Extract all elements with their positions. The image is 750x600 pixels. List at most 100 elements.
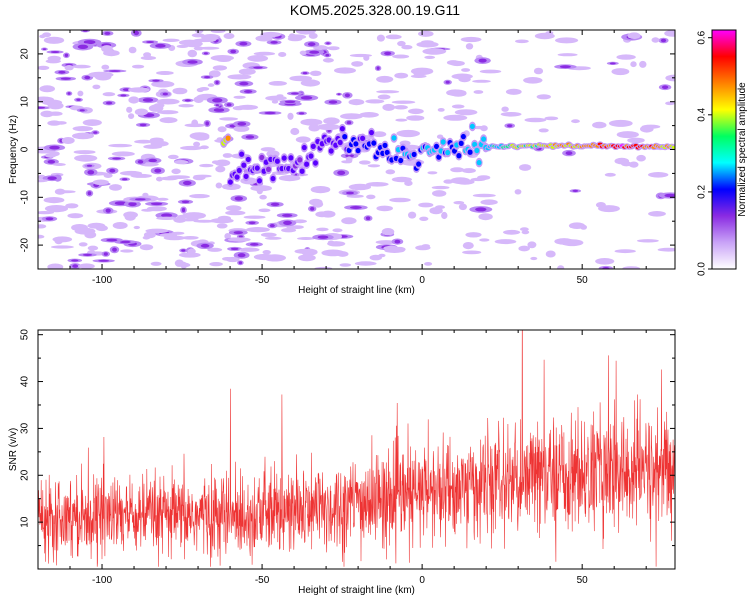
ridge-point [299, 168, 305, 174]
noise-blob [109, 184, 122, 191]
noise-blob [627, 32, 641, 39]
noise-blob [311, 200, 323, 204]
noise-core [237, 122, 247, 126]
noise-blob [396, 129, 421, 138]
ridge-point [313, 160, 318, 166]
noise-blob [383, 245, 400, 251]
noise-core [155, 43, 166, 48]
noise-blob [545, 250, 556, 258]
noise-blob [369, 254, 382, 261]
noise-blob [120, 249, 134, 253]
noise-core [302, 72, 308, 75]
x-tick-label: 50 [577, 275, 589, 286]
noise-blob [228, 237, 251, 242]
noise-core [328, 100, 338, 104]
noise-blob [450, 167, 465, 173]
noise-blob [156, 71, 174, 75]
noise-blob [128, 113, 135, 119]
noise-core [162, 92, 168, 96]
noise-core [38, 106, 46, 109]
noise-blob [74, 154, 98, 162]
noise-blob [461, 168, 476, 174]
noise-core [76, 98, 81, 102]
noise-blob [389, 197, 411, 203]
noise-blob [322, 58, 334, 63]
colorbar-tick-label: 0.4 [697, 107, 708, 121]
noise-core [103, 252, 108, 256]
noise-blob [78, 242, 88, 247]
noise-core [337, 93, 341, 96]
ridge-point [326, 137, 332, 143]
noise-blob [443, 114, 468, 121]
noise-blob [437, 108, 445, 112]
noise-core [134, 198, 146, 201]
noise-blob [432, 190, 447, 197]
noise-blob [43, 36, 65, 44]
noise-blob [515, 39, 529, 44]
noise-core [49, 145, 60, 150]
ridge-point [472, 141, 478, 148]
noise-blob [217, 126, 227, 133]
noise-blob [375, 240, 396, 245]
noise-blob [382, 103, 396, 111]
noise-blob [134, 139, 154, 144]
noise-blob [505, 88, 522, 95]
noise-blob [179, 145, 204, 151]
noise-core [572, 189, 579, 192]
noise-core [150, 202, 163, 206]
noise-core [270, 41, 278, 44]
x-tick-label: 50 [577, 575, 589, 586]
noise-core [86, 164, 93, 167]
noise-blob [465, 43, 474, 50]
noise-blob [199, 145, 209, 150]
noise-blob [198, 46, 220, 50]
noise-blob [514, 189, 522, 195]
noise-core [112, 247, 117, 252]
noise-blob [616, 54, 636, 60]
noise-core [237, 253, 246, 258]
noise-blob [193, 174, 212, 178]
noise-core [203, 76, 211, 79]
noise-core [248, 221, 256, 225]
noise-blob [42, 32, 52, 38]
noise-core [183, 180, 192, 186]
noise-blob [45, 59, 61, 64]
noise-blob [503, 229, 521, 235]
noise-core [507, 124, 513, 128]
noise-blob [527, 241, 537, 249]
noise-blob [95, 225, 108, 232]
noise-blob [571, 119, 580, 124]
x-tick-label: 0 [419, 275, 425, 286]
noise-core [109, 168, 116, 173]
noise-core [77, 44, 89, 49]
noise-core [300, 96, 313, 100]
noise-blob [128, 96, 140, 104]
noise-blob [78, 263, 95, 269]
noise-blob [233, 125, 250, 132]
noise-blob [52, 236, 73, 243]
y-tick-label: 50 [20, 329, 31, 341]
noise-blob [171, 231, 185, 235]
noise-core [152, 79, 160, 82]
noise-blob [604, 172, 616, 177]
noise-blob [608, 119, 633, 127]
noise-core [122, 178, 128, 181]
noise-blob [38, 211, 55, 215]
noise-core [122, 88, 130, 91]
noise-blob [358, 160, 371, 165]
ridge-point [245, 156, 251, 163]
noise-blob [238, 68, 256, 75]
noise-blob [260, 31, 282, 38]
noise-core [283, 220, 292, 225]
noise-blob [139, 244, 154, 251]
noise-blob [199, 163, 214, 168]
ridge-point [416, 161, 422, 167]
ridge-point [445, 149, 451, 156]
noise-blob [247, 55, 269, 62]
noise-core [307, 42, 316, 47]
noise-core [239, 81, 249, 86]
noise-blob [595, 258, 615, 265]
noise-blob [494, 239, 517, 245]
noise-blob [287, 36, 303, 42]
noise-blob [123, 211, 138, 219]
